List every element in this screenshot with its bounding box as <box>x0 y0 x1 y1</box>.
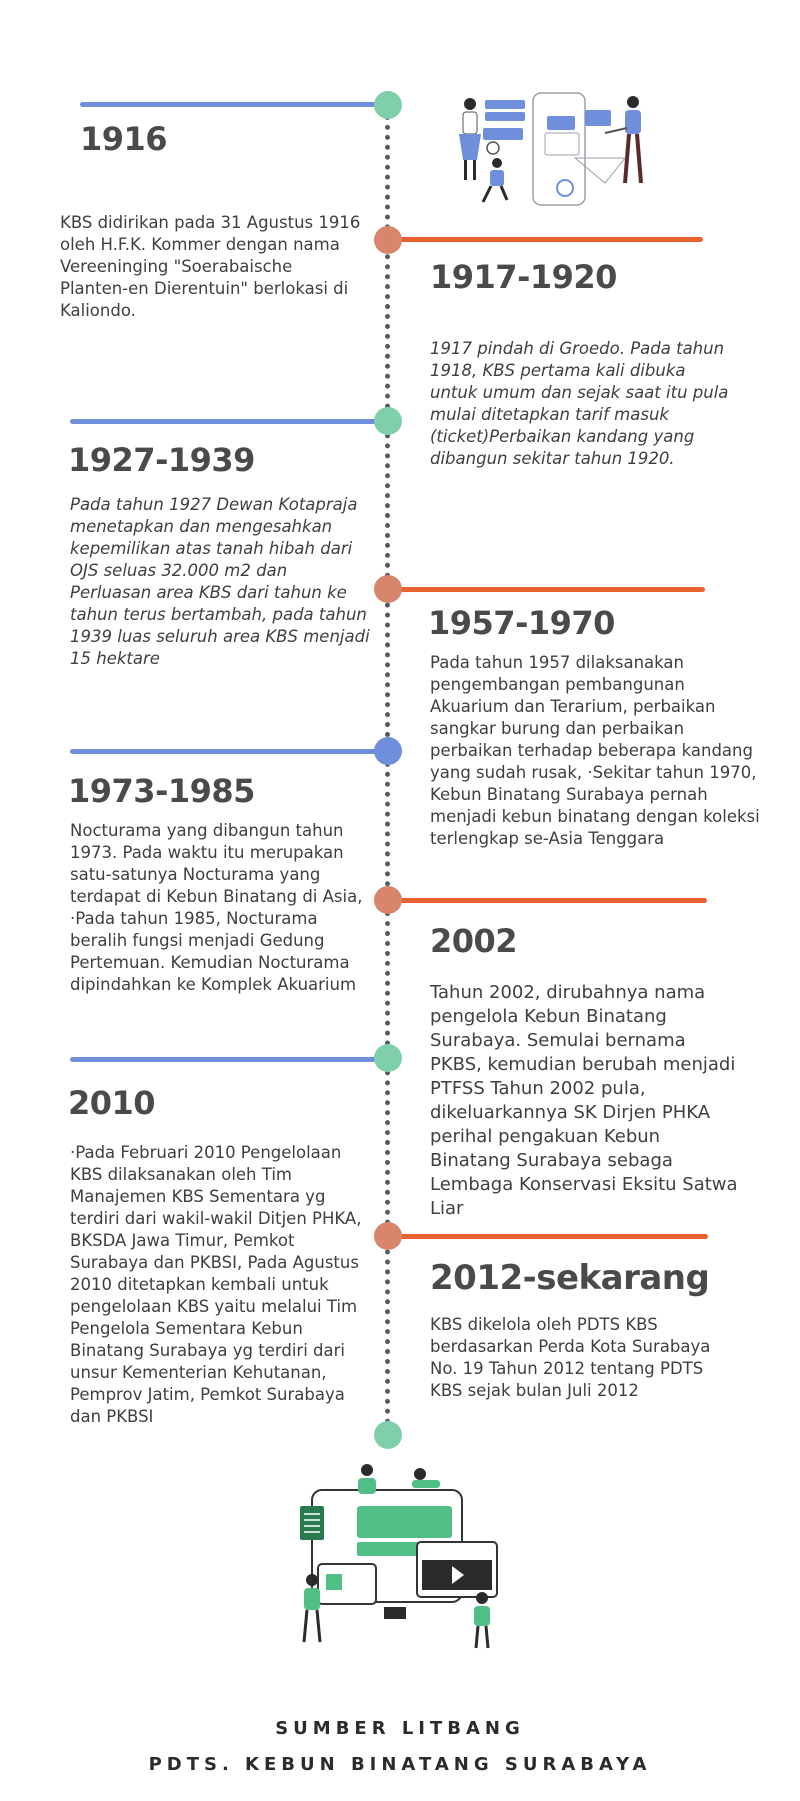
year-1916: 1916 <box>80 120 168 158</box>
connector-line-1957 <box>398 587 705 592</box>
year-1957-1970: 1957-1970 <box>428 604 615 642</box>
timeline-dot-1973 <box>374 737 402 765</box>
timeline-dot-2002 <box>374 886 402 914</box>
connector-line-2012 <box>398 1234 708 1239</box>
entry-text-1917-1920: 1917 pindah di Groedo. Pada tahun 1918, … <box>430 339 729 468</box>
entry-text-1916: KBS didirikan pada 31 Agustus 1916 oleh … <box>60 213 361 320</box>
entry-text-1957-1970: Pada tahun 1957 dilaksanakan pengembanga… <box>430 653 760 848</box>
year-1917-1920: 1917-1920 <box>430 258 617 296</box>
year-1927-1939: 1927-1939 <box>68 441 255 479</box>
year-2012-sekarang: 2012-sekarang <box>430 1258 710 1298</box>
connector-line-1973 <box>70 749 380 754</box>
timeline-dot-end <box>374 1421 402 1449</box>
footer-source-line: SUMBER LITBANG <box>275 1718 525 1739</box>
timeline-dot-2010 <box>374 1044 402 1072</box>
year-1973-1985: 1973-1985 <box>68 772 255 810</box>
team-dashboard-illustration <box>292 1462 507 1652</box>
connector-line-1917 <box>398 237 703 242</box>
team-mobile-app-illustration <box>455 88 655 213</box>
entry-text-1927-1939: Pada tahun 1927 Dewan Kotapraja menetapk… <box>70 495 370 668</box>
connector-line-2002 <box>398 898 707 903</box>
entry-text-2012-sekarang: KBS dikelola oleh PDTS KBS berdasarkan P… <box>430 1315 711 1400</box>
connector-line-1916 <box>80 102 380 107</box>
connector-line-2010 <box>70 1057 380 1062</box>
timeline-dot-1957 <box>374 575 402 603</box>
timeline-axis <box>385 105 390 1435</box>
timeline-dot-1927 <box>374 407 402 435</box>
entry-text-1973-1985: Nocturama yang dibangun tahun 1973. Pada… <box>70 821 363 994</box>
timeline-dot-1916 <box>374 91 402 119</box>
entry-text-2010: ·Pada Februari 2010 Pengelolaan KBS dila… <box>70 1143 362 1426</box>
connector-line-1927 <box>70 419 380 424</box>
entry-text-2002: Tahun 2002, dirubahnya nama pengelola Ke… <box>430 982 738 1219</box>
timeline-dot-2012 <box>374 1222 402 1250</box>
timeline-dot-1917 <box>374 226 402 254</box>
year-2002: 2002 <box>430 922 518 960</box>
year-2010: 2010 <box>68 1084 156 1122</box>
footer-organization-line: PDTS. KEBUN BINATANG SURABAYA <box>148 1754 652 1775</box>
